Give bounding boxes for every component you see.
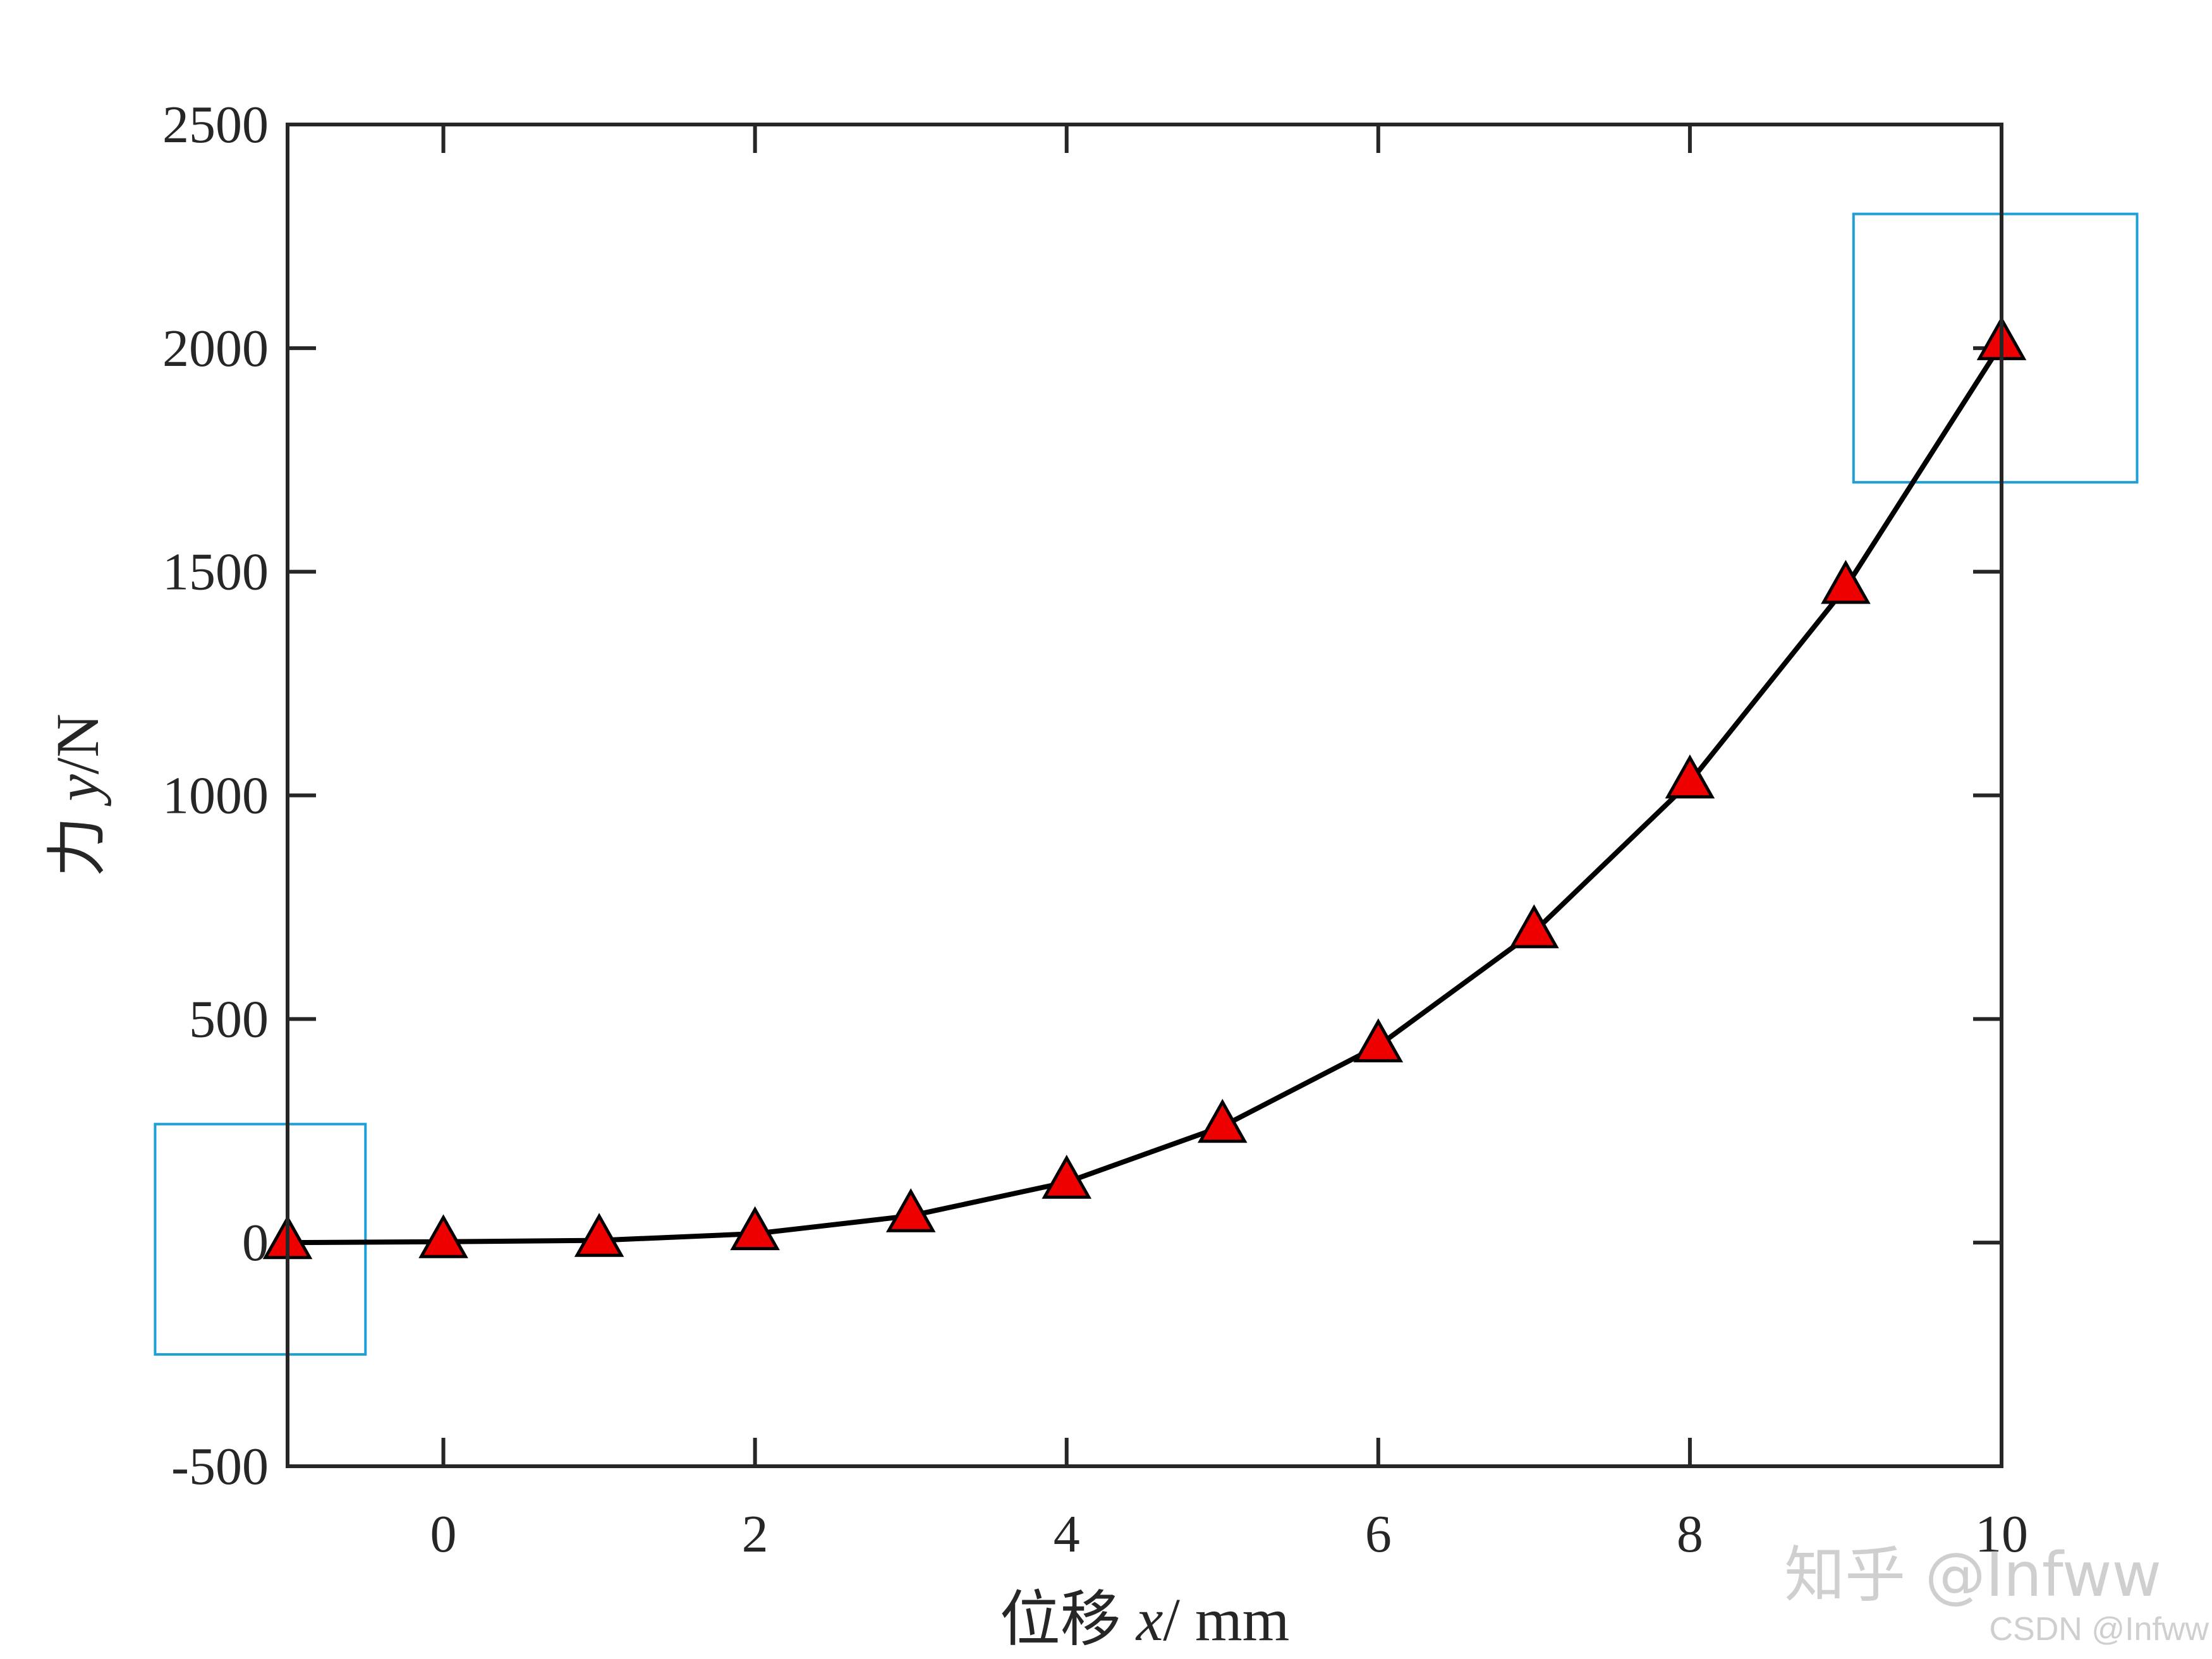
plot-area: [288, 125, 2002, 1466]
x-tick-label: 2: [742, 1505, 769, 1564]
y-axis-label-suffix: /N: [44, 714, 111, 774]
x-tick-label: 0: [430, 1505, 457, 1564]
annotation-layer: [154, 212, 2139, 1356]
y-tick-label: 1000: [162, 767, 269, 825]
y-axis-label: 力 y/N: [44, 714, 111, 877]
y-tick-label: 2500: [162, 95, 269, 154]
y-axis-label-prefix: 力: [44, 801, 111, 877]
data-point-marker: [1509, 904, 1559, 949]
data-point-marker: [730, 1206, 780, 1251]
data-point-marker: [885, 1188, 936, 1232]
series-layer: [262, 316, 2027, 1260]
x-tick-label: 8: [1677, 1505, 1703, 1564]
x-axis-label-var: x: [1135, 1586, 1164, 1653]
data-point-marker: [1042, 1155, 1092, 1199]
data-point-marker: [1821, 559, 1871, 604]
x-tick-label: 6: [1365, 1505, 1392, 1564]
data-point-marker: [1665, 754, 1715, 799]
watermark-main: 知乎 @Infww: [1784, 1540, 2161, 1610]
highlight-box: [154, 1122, 367, 1356]
axes-box: [286, 123, 2003, 1468]
y-tick-label: 2000: [162, 319, 269, 378]
x-tick-label: 10: [1975, 1505, 2028, 1564]
y-tick-label: 1500: [162, 543, 269, 602]
x-axis-label: 位移 x/ mm: [1000, 1586, 1290, 1653]
y-axis-label-var: y: [44, 774, 111, 807]
y-tick-label: -500: [171, 1437, 269, 1496]
data-point-marker: [418, 1214, 468, 1258]
tick-labels: 0 2 4 6 8 10 -500 0 500 1000 1500 2000 2500: [162, 95, 2028, 1564]
y-tick-label: 0: [242, 1213, 269, 1272]
watermark-sub: CSDN @Infww: [1990, 1611, 2209, 1648]
y-tick-label: 500: [189, 990, 269, 1048]
highlight-box: [1852, 212, 2139, 484]
data-point-marker: [1197, 1098, 1248, 1143]
series-line: [287, 342, 2004, 1246]
x-tick-label: 4: [1054, 1505, 1080, 1564]
x-axis-label-suffix: / mm: [1163, 1586, 1289, 1653]
data-point-marker: [574, 1213, 624, 1257]
x-axis-label-prefix: 位移: [1000, 1586, 1136, 1653]
data-point-marker: [1353, 1018, 1404, 1062]
